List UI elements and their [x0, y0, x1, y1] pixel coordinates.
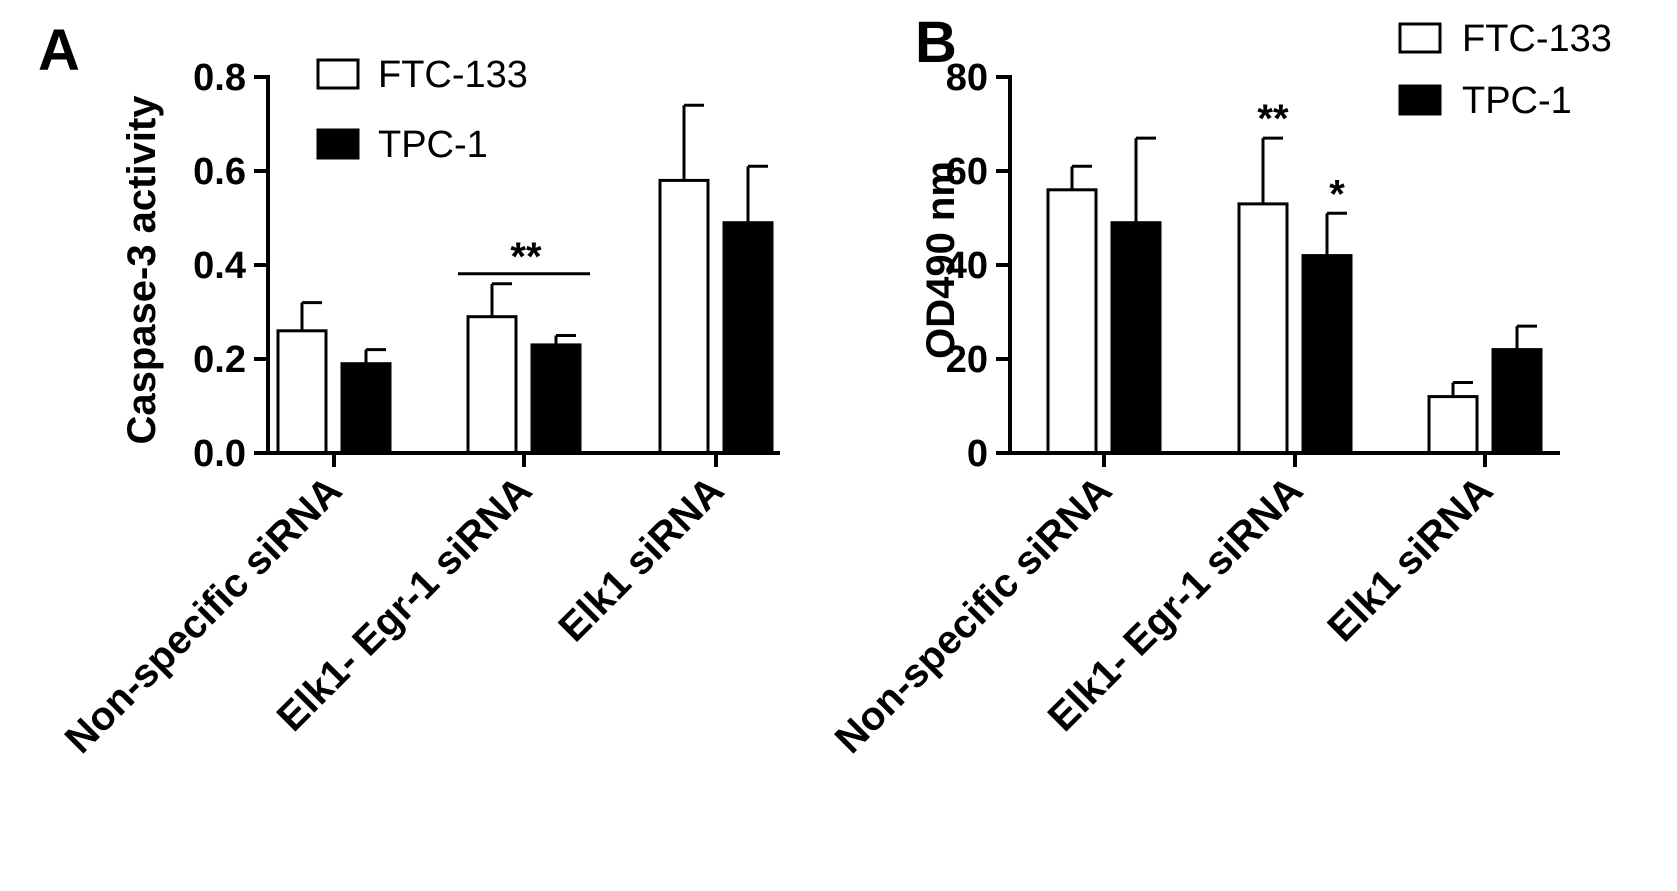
legend-swatch-b [1398, 22, 1442, 54]
bar-b-ftc133 [1237, 202, 1289, 455]
y-tick-label-b: 80 [946, 57, 988, 99]
bar-b-tpc1 [1491, 348, 1543, 455]
y-tick-label-a: 0.2 [193, 339, 246, 381]
y-tick-label-a: 0.0 [193, 433, 246, 475]
error-bars-a [300, 103, 768, 364]
significance-a: ** [458, 235, 590, 279]
error-bars-b [1070, 136, 1537, 397]
legend-label-b: TPC-1 [1462, 80, 1572, 122]
y-ticks-a: 0.0 0.2 0.4 0.6 0.8 [193, 57, 268, 475]
bar-a-ftc133 [658, 178, 710, 455]
panel-label-a: A [38, 18, 80, 83]
legend-label-a: FTC-133 [378, 54, 528, 96]
y-ticks-b: 0 20 40 60 80 [946, 57, 1010, 475]
significance-marker-b: ** [1257, 97, 1289, 141]
legend-label-b: FTC-133 [1462, 18, 1612, 60]
bar-a-tpc1 [530, 343, 582, 455]
y-tick-label-b: 0 [967, 433, 988, 475]
bar-a-tpc1 [722, 221, 774, 455]
y-axis-title-b: OD490 nm [919, 161, 963, 359]
y-axis-title-a: Caspase-3 activity [120, 95, 164, 445]
significance-marker-b: * [1329, 172, 1345, 216]
y-tick-label-a: 0.6 [193, 151, 246, 193]
significance-b: *** [1257, 97, 1345, 216]
bar-b-tpc1 [1110, 221, 1162, 455]
y-tick-label-b: 40 [946, 245, 988, 287]
legend-swatch-b [1398, 84, 1442, 116]
legend-swatch-a [316, 58, 360, 90]
bar-b-ftc133 [1046, 188, 1098, 455]
legend-label-a: TPC-1 [378, 124, 488, 166]
bar-b-tpc1 [1301, 254, 1353, 455]
legend-b: FTC-133 TPC-1 [1398, 18, 1612, 122]
y-tick-label-b: 60 [946, 151, 988, 193]
bar-a-ftc133 [276, 329, 328, 455]
panel-label-b: B [915, 10, 957, 75]
bar-a-tpc1 [340, 362, 392, 455]
y-tick-label-b: 20 [946, 339, 988, 381]
bar-b-ftc133 [1427, 395, 1479, 455]
bar-a-ftc133 [466, 315, 518, 455]
legend-a: FTC-133 TPC-1 [316, 54, 528, 166]
legend-swatch-a [316, 128, 360, 160]
y-tick-label-a: 0.4 [193, 245, 246, 287]
y-tick-label-a: 0.8 [193, 57, 246, 99]
significance-marker-a: ** [510, 235, 542, 279]
